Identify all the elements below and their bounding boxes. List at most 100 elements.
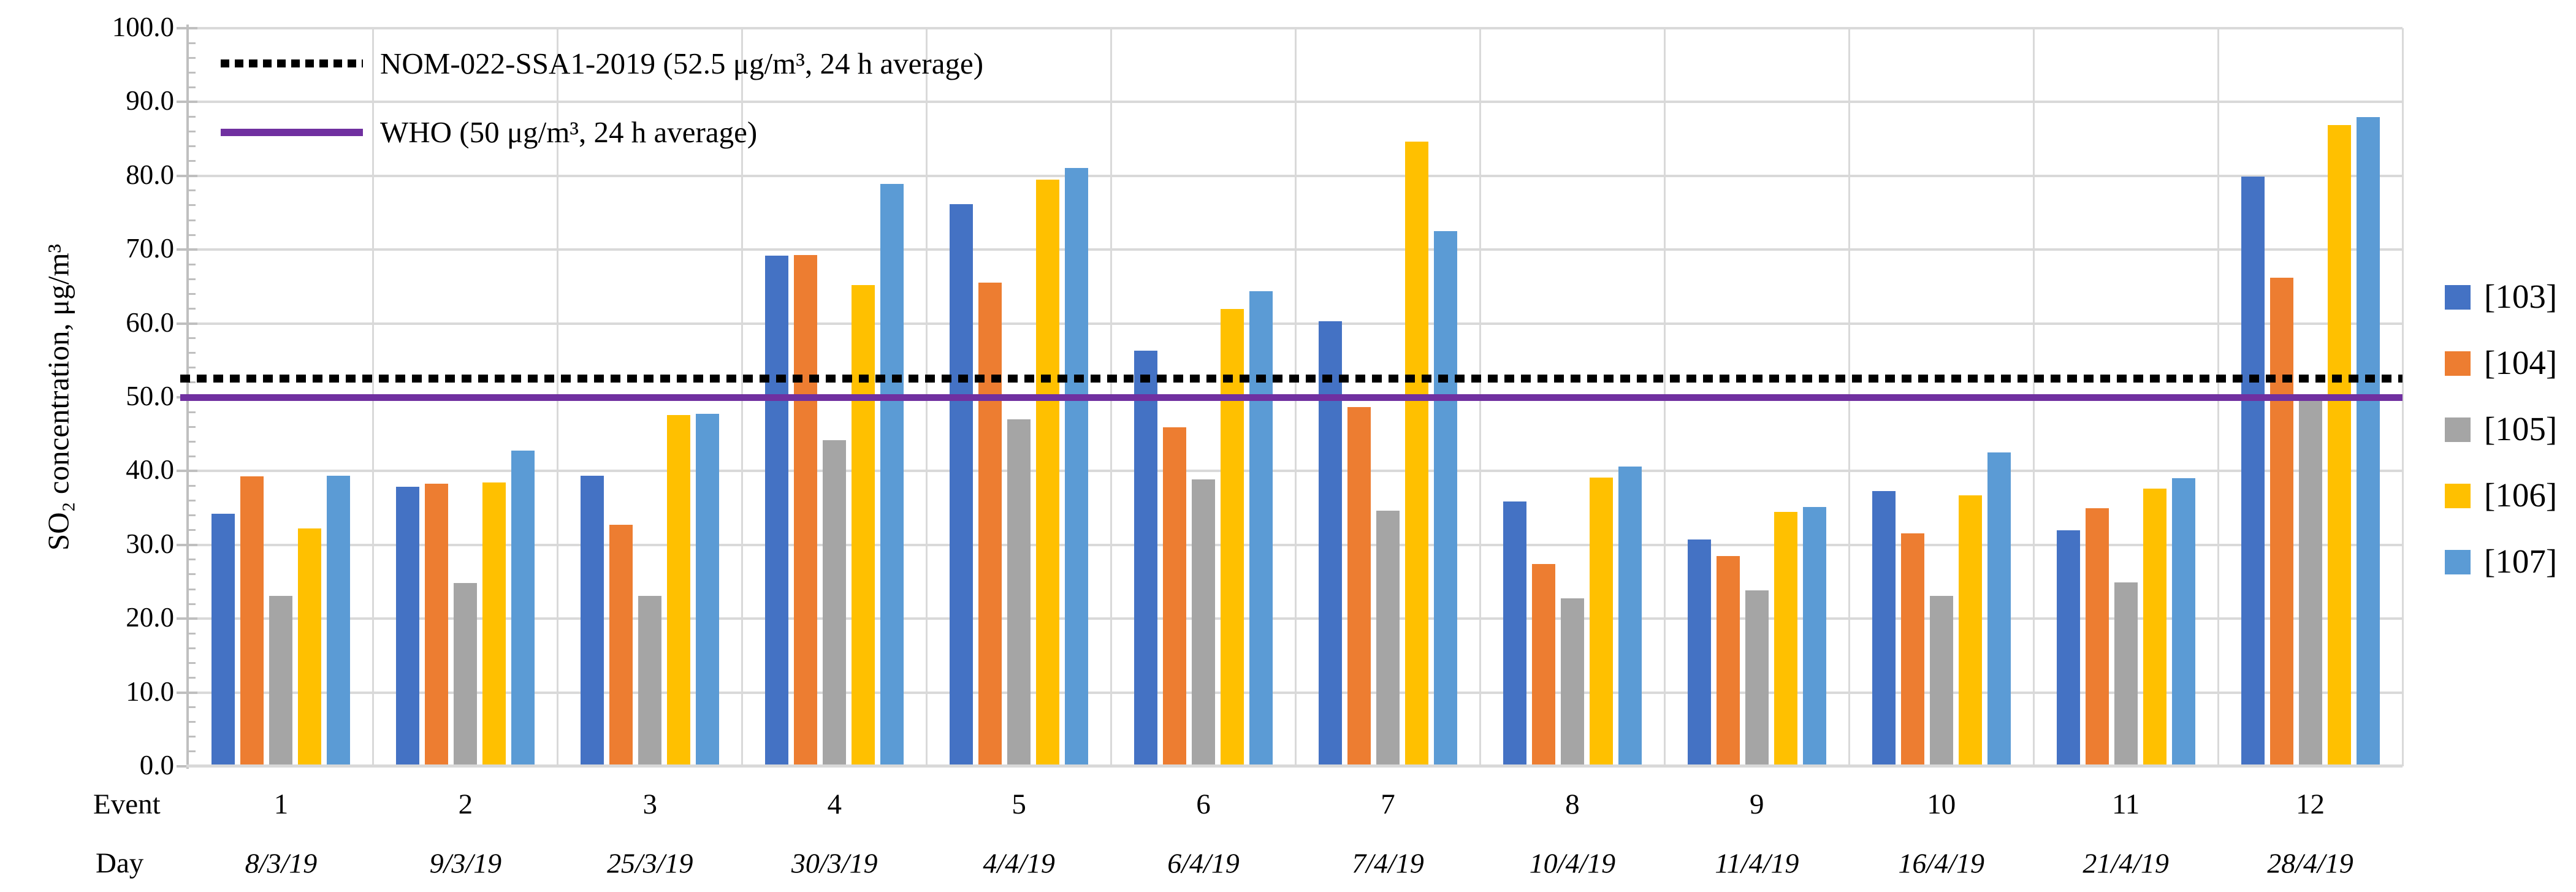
bar-104-event-7 <box>1347 406 1371 766</box>
y-axis-minor-tick <box>188 71 196 74</box>
y-axis-major-tick <box>177 248 197 251</box>
bar-107-event-4 <box>880 184 904 766</box>
bar-105-event-7 <box>1376 511 1400 766</box>
bar-103-event-5 <box>950 204 974 766</box>
y-axis-minor-tick <box>188 42 196 44</box>
bar-105-event-4 <box>823 440 847 766</box>
day-date-label-8: 10/4/19 <box>1529 847 1616 879</box>
y-axis-minor-tick <box>188 558 196 561</box>
bar-107-event-7 <box>1433 231 1457 766</box>
y-tick-label: 60.0 <box>126 307 174 338</box>
bar-105-event-6 <box>1192 479 1216 766</box>
bar-103-event-2 <box>396 486 420 766</box>
bar-107-event-5 <box>1065 167 1089 766</box>
x-row-header-day: Day <box>96 847 144 879</box>
y-axis-minor-tick <box>188 160 196 162</box>
bar-group-event-5 <box>927 28 1111 766</box>
event-number-label-7: 7 <box>1381 788 1395 820</box>
y-axis-minor-tick <box>188 661 196 664</box>
bar-106-event-10 <box>1958 495 1982 766</box>
y-axis-minor-tick <box>188 647 196 649</box>
bar-106-event-5 <box>1036 179 1060 766</box>
bar-107-event-10 <box>1987 452 2011 766</box>
bar-104-event-2 <box>425 483 449 766</box>
x-row-header-event: Event <box>93 788 161 820</box>
y-axis-major-tick <box>177 617 197 620</box>
legend-label-106: [106] <box>2484 476 2558 514</box>
bar-104-event-3 <box>609 525 633 766</box>
y-tick-label: 90.0 <box>126 85 174 116</box>
reference-legend-nom-label: NOM-022-SSA1-2019 (52.5 μg/m³, 24 h aver… <box>380 47 984 80</box>
y-tick-label: 30.0 <box>126 528 174 559</box>
bar-107-event-6 <box>1249 291 1273 766</box>
y-axis-minor-tick <box>188 56 196 59</box>
reference-legend-who-label: WHO (50 μg/m³, 24 h average) <box>380 115 758 149</box>
day-date-label-7: 7/4/19 <box>1352 847 1424 879</box>
bar-107-event-11 <box>2171 478 2195 766</box>
bar-107-event-2 <box>511 450 535 766</box>
y-axis-major-tick <box>177 691 197 694</box>
bar-106-event-4 <box>852 285 875 766</box>
bar-group-event-4 <box>742 28 927 766</box>
reference-line-nom <box>180 375 2403 383</box>
bar-107-event-8 <box>1618 467 1642 766</box>
bar-106-event-1 <box>298 528 322 766</box>
bar-105-event-8 <box>1560 598 1584 766</box>
y-tick-label: 20.0 <box>126 602 174 633</box>
y-tick-label: 100.0 <box>112 11 174 42</box>
bar-group-event-11 <box>2033 28 2218 766</box>
y-axis-major-tick <box>177 174 197 177</box>
bar-group-event-3 <box>558 28 742 766</box>
bar-group-event-10 <box>1849 28 2033 766</box>
y-axis-minor-tick <box>188 367 196 369</box>
bar-group-event-9 <box>1664 28 1849 766</box>
day-date-label-11: 21/4/19 <box>2083 847 2169 879</box>
bar-105-event-5 <box>1007 419 1031 766</box>
bar-group-event-2 <box>373 28 558 766</box>
bar-103-event-1 <box>211 514 235 766</box>
bar-103-event-12 <box>2241 177 2265 766</box>
y-axis-minor-tick <box>188 588 196 590</box>
y-axis-minor-tick <box>188 603 196 605</box>
y-axis-minor-tick <box>188 263 196 265</box>
bar-106-event-11 <box>2143 489 2166 766</box>
day-date-label-1: 8/3/19 <box>245 847 318 879</box>
bar-104-event-12 <box>2269 278 2293 766</box>
y-axis-minor-tick <box>188 514 196 517</box>
y-axis-minor-tick <box>188 484 196 487</box>
x-axis-line <box>186 764 2403 768</box>
day-date-label-4: 30/3/19 <box>791 847 878 879</box>
day-date-label-6: 6/4/19 <box>1167 847 1240 879</box>
y-tick-label: 0.0 <box>139 749 174 780</box>
bar-105-event-12 <box>2298 401 2322 766</box>
y-tick-label: 40.0 <box>126 454 174 486</box>
y-axis-major-tick <box>177 27 197 29</box>
event-number-label-2: 2 <box>458 788 473 820</box>
bar-103-event-4 <box>765 255 789 766</box>
y-axis-minor-tick <box>188 440 196 443</box>
day-date-label-2: 9/3/19 <box>429 847 502 879</box>
bar-106-event-9 <box>1774 511 1797 766</box>
bar-104-event-9 <box>1716 555 1740 766</box>
bar-group-event-1 <box>189 28 373 766</box>
bar-group-event-12 <box>2218 28 2403 766</box>
bar-104-event-6 <box>1163 427 1187 766</box>
bar-106-event-6 <box>1221 308 1244 766</box>
reference-legend-who: WHO (50 μg/m³, 24 h average) <box>221 115 757 149</box>
bar-106-event-7 <box>1404 142 1428 766</box>
y-axis-minor-tick <box>188 677 196 679</box>
y-axis-minor-tick <box>188 500 196 502</box>
bar-group-event-6 <box>1111 28 1296 766</box>
event-number-label-9: 9 <box>1750 788 1764 820</box>
day-date-label-9: 11/4/19 <box>1715 847 1799 879</box>
bar-106-event-12 <box>2327 124 2351 766</box>
bar-103-event-9 <box>1687 539 1711 766</box>
y-axis-minor-tick <box>188 529 196 532</box>
y-axis-minor-tick <box>188 115 196 118</box>
bar-106-event-3 <box>667 414 691 766</box>
bar-105-event-9 <box>1745 590 1769 766</box>
y-axis-minor-tick <box>188 189 196 192</box>
legend-label-104: [104] <box>2484 344 2558 382</box>
bar-104-event-11 <box>2085 508 2109 766</box>
y-axis-minor-tick <box>188 337 196 340</box>
